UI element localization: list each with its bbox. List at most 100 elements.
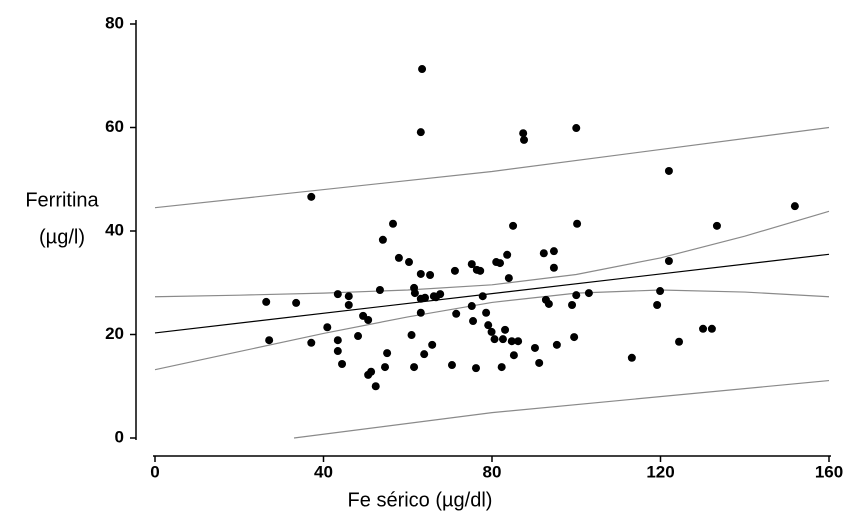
point	[549, 247, 558, 256]
x-tick-label: 160	[815, 462, 843, 481]
y-tick-label: 0	[115, 427, 124, 446]
point	[307, 192, 316, 201]
point	[552, 340, 561, 349]
point	[530, 343, 539, 352]
point	[371, 382, 380, 391]
point	[333, 347, 342, 356]
point	[323, 323, 332, 332]
point	[664, 166, 673, 175]
fit-line	[154, 289, 830, 371]
point	[467, 260, 476, 269]
fit-line	[154, 126, 830, 209]
point	[447, 361, 456, 370]
point	[367, 367, 376, 376]
point	[503, 250, 512, 259]
point	[539, 249, 548, 258]
x-tick-label: 80	[483, 462, 502, 481]
x-tick-label: 120	[646, 462, 674, 481]
point	[416, 269, 425, 278]
point	[333, 290, 342, 299]
fit-line	[293, 379, 830, 439]
point	[471, 364, 480, 373]
point	[504, 274, 513, 283]
point	[572, 124, 581, 133]
point	[375, 285, 384, 294]
point	[675, 337, 684, 346]
point	[707, 324, 716, 333]
point	[790, 202, 799, 211]
point	[383, 349, 392, 358]
point	[507, 337, 516, 346]
point	[699, 324, 708, 333]
point	[656, 287, 665, 296]
point	[354, 332, 363, 341]
point	[410, 289, 419, 298]
point	[410, 363, 419, 372]
point	[519, 129, 528, 138]
y-axis-label: Ferritina	[25, 189, 99, 211]
point	[389, 219, 398, 228]
point	[535, 358, 544, 367]
point	[436, 290, 445, 299]
point	[405, 258, 414, 267]
point	[664, 257, 673, 266]
point	[262, 297, 271, 306]
y-axis-label: (µg/l)	[39, 226, 85, 248]
point	[364, 316, 373, 325]
point	[426, 270, 435, 279]
point	[450, 266, 459, 275]
point	[572, 291, 581, 300]
point	[544, 299, 553, 308]
point	[514, 337, 523, 346]
point	[467, 302, 476, 311]
point	[501, 325, 510, 334]
point	[509, 351, 518, 360]
fit-line	[154, 210, 830, 298]
x-axis-label: Fe sérico (µg/dl)	[348, 489, 493, 511]
point	[418, 65, 427, 74]
point	[307, 338, 316, 347]
point	[478, 292, 487, 301]
point	[338, 359, 347, 368]
point	[420, 350, 429, 359]
point	[549, 263, 558, 272]
point	[344, 301, 353, 310]
x-tick-label: 40	[314, 462, 333, 481]
y-tick-label: 40	[105, 220, 124, 239]
point	[421, 293, 430, 302]
point	[584, 289, 593, 298]
fit-line	[154, 253, 830, 334]
point	[484, 321, 493, 330]
point	[476, 266, 485, 275]
point	[428, 340, 437, 349]
point	[407, 331, 416, 340]
point	[344, 292, 353, 301]
point	[653, 301, 662, 310]
point	[520, 135, 529, 144]
point	[265, 336, 274, 345]
point	[416, 308, 425, 317]
point	[452, 309, 461, 318]
point	[712, 221, 721, 230]
point	[381, 363, 390, 372]
point	[292, 298, 301, 307]
point	[570, 333, 579, 342]
point	[333, 336, 342, 345]
point	[496, 259, 505, 268]
point	[378, 235, 387, 244]
y-tick-label: 60	[105, 117, 124, 136]
y-tick-label: 20	[105, 324, 124, 343]
point	[568, 301, 577, 310]
point	[482, 308, 491, 317]
point	[573, 219, 582, 228]
point	[394, 253, 403, 262]
point	[498, 335, 507, 344]
point	[627, 353, 636, 362]
point	[509, 221, 518, 230]
point	[487, 327, 496, 336]
point	[497, 363, 506, 372]
point	[416, 128, 425, 137]
y-tick-label: 80	[105, 13, 124, 32]
